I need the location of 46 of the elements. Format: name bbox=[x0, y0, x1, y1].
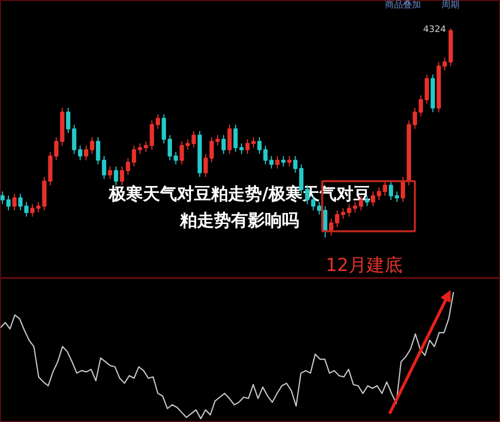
candlestick bbox=[114, 166, 118, 186]
text: 12月建底 bbox=[326, 255, 403, 276]
candlestick bbox=[132, 145, 136, 167]
candlestick bbox=[424, 74, 429, 104]
candlestick bbox=[352, 202, 358, 213]
candlestick bbox=[376, 186, 382, 200]
candlestick bbox=[138, 142, 142, 154]
candlestick bbox=[281, 156, 286, 167]
candlestick bbox=[221, 134, 226, 154]
candlestick bbox=[346, 204, 352, 218]
candlestick bbox=[227, 124, 232, 154]
candlestick bbox=[144, 140, 148, 152]
candlestick bbox=[370, 191, 376, 207]
candlestick bbox=[6, 195, 11, 211]
candlestick bbox=[12, 193, 17, 211]
annotation: 4324 bbox=[423, 25, 446, 36]
candlestick bbox=[156, 114, 160, 130]
candlestick bbox=[269, 156, 274, 170]
candlestick bbox=[275, 156, 280, 170]
candlestick bbox=[186, 138, 190, 150]
candlestick bbox=[126, 158, 130, 176]
candlestick bbox=[0, 191, 5, 205]
candlestick bbox=[323, 206, 328, 238]
text: 周期 bbox=[442, 0, 460, 11]
candlestick bbox=[412, 107, 417, 130]
candlestick bbox=[245, 138, 250, 154]
candlestick bbox=[418, 94, 423, 117]
candlestick bbox=[120, 166, 124, 186]
candlestick bbox=[233, 124, 238, 152]
candlestick bbox=[257, 136, 262, 154]
candlestick bbox=[215, 134, 220, 146]
candlestick bbox=[192, 130, 196, 148]
candlestick bbox=[394, 191, 400, 202]
candlestick bbox=[287, 156, 292, 167]
candlestick bbox=[382, 180, 388, 196]
candlestick bbox=[108, 166, 112, 180]
candlestick bbox=[251, 136, 256, 148]
candlestick bbox=[102, 156, 106, 180]
candlestick bbox=[150, 120, 154, 150]
candlestick bbox=[239, 142, 244, 154]
candlestick bbox=[263, 145, 268, 165]
candlestick bbox=[329, 218, 334, 236]
candlestick bbox=[96, 136, 100, 165]
candlestick bbox=[388, 180, 394, 200]
candlestick bbox=[174, 151, 178, 165]
candlestick bbox=[180, 140, 184, 165]
